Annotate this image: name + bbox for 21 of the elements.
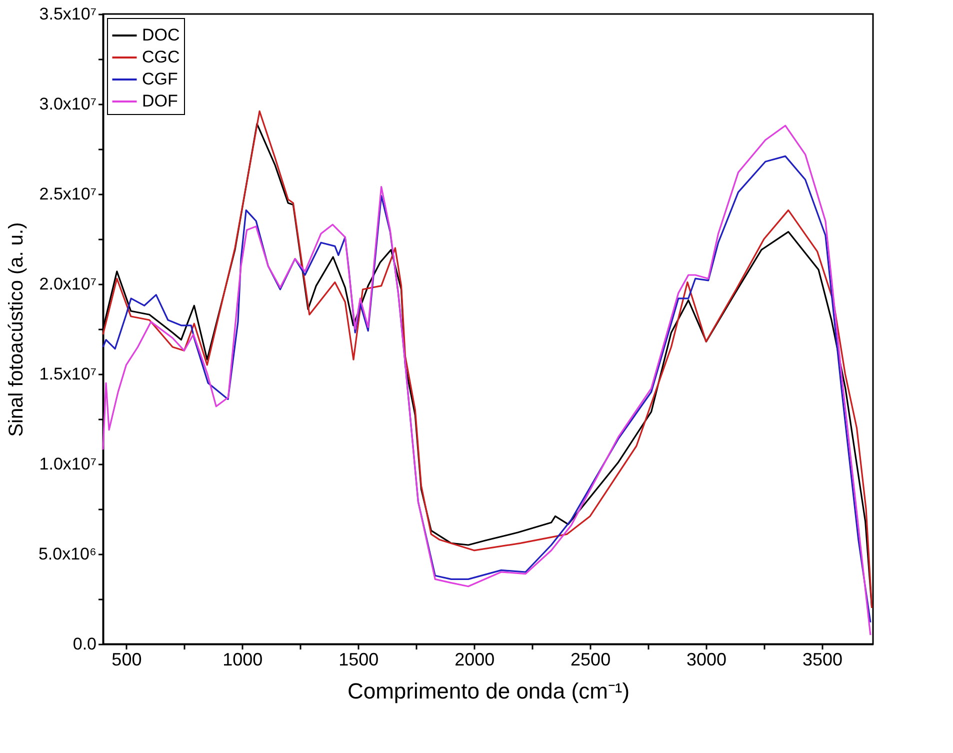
x-axis-title: Comprimento de onda (cm⁻¹) bbox=[347, 678, 630, 704]
legend-label: DOF bbox=[142, 92, 178, 110]
x-tick-label: 1000 bbox=[222, 650, 263, 670]
y-tick-label: 3.5x10⁷ bbox=[39, 4, 96, 24]
y-tick-label: 1.0x10⁷ bbox=[39, 454, 96, 474]
y-tick-label: 5.0x10⁶ bbox=[38, 544, 96, 564]
y-tick-label: 1.5x10⁷ bbox=[39, 364, 96, 384]
x-tick-label: 1500 bbox=[338, 650, 379, 670]
y-tick-label: 2.0x10⁷ bbox=[39, 274, 96, 294]
x-tick-label: 2500 bbox=[570, 650, 611, 670]
x-tick-label: 2000 bbox=[454, 650, 495, 670]
legend-label: CGC bbox=[142, 48, 180, 66]
legend-label: CGF bbox=[142, 70, 178, 88]
y-tick-label: 0.0 bbox=[72, 634, 96, 654]
y-tick-label: 3.0x10⁷ bbox=[39, 94, 96, 114]
y-tick-label: 2.5x10⁷ bbox=[39, 184, 96, 204]
legend-label: DOC bbox=[142, 26, 180, 44]
x-tick-label: 3000 bbox=[686, 650, 727, 670]
y-axis-title: Sinal fotoacústico (a. u.) bbox=[5, 222, 28, 437]
x-tick-label: 500 bbox=[112, 650, 142, 670]
x-tick-label: 3500 bbox=[802, 650, 842, 670]
